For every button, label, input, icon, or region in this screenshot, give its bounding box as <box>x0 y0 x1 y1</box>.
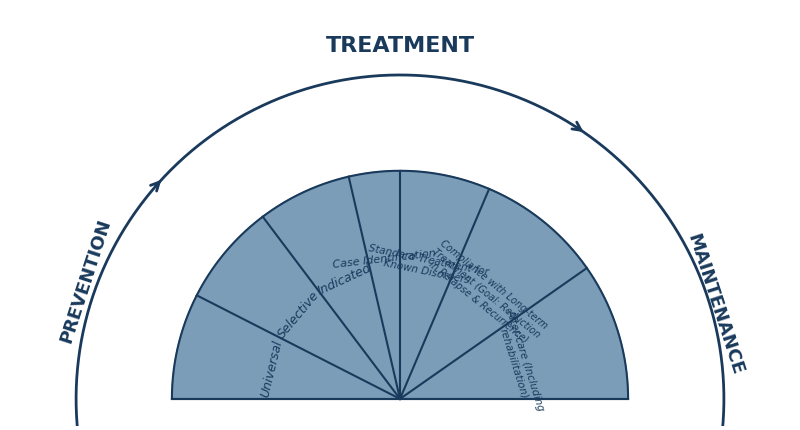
Text: MAINTENANCE: MAINTENANCE <box>683 230 746 376</box>
Text: Universal: Universal <box>258 338 285 398</box>
Polygon shape <box>400 190 587 399</box>
Polygon shape <box>400 172 489 399</box>
Polygon shape <box>197 217 400 399</box>
Text: Compliance with Long-term
Treatment (Goal: Reduction
in Relapse & Recurrence): Compliance with Long-term Treatment (Goa… <box>423 237 549 348</box>
Text: TREATMENT: TREATMENT <box>326 36 474 56</box>
Text: Case Identification: Case Identification <box>332 248 436 270</box>
Polygon shape <box>262 177 400 399</box>
Text: PREVENTION: PREVENTION <box>57 216 114 345</box>
Polygon shape <box>349 172 400 399</box>
Text: Standard Treatment for
Known Disorders: Standard Treatment for Known Disorders <box>365 243 490 288</box>
Polygon shape <box>172 296 400 399</box>
Text: Indicated: Indicated <box>315 261 373 298</box>
Polygon shape <box>400 268 628 399</box>
Text: Selective: Selective <box>275 288 322 340</box>
Text: After-care (Including
rehabilitation): After-care (Including rehabilitation) <box>494 307 546 415</box>
